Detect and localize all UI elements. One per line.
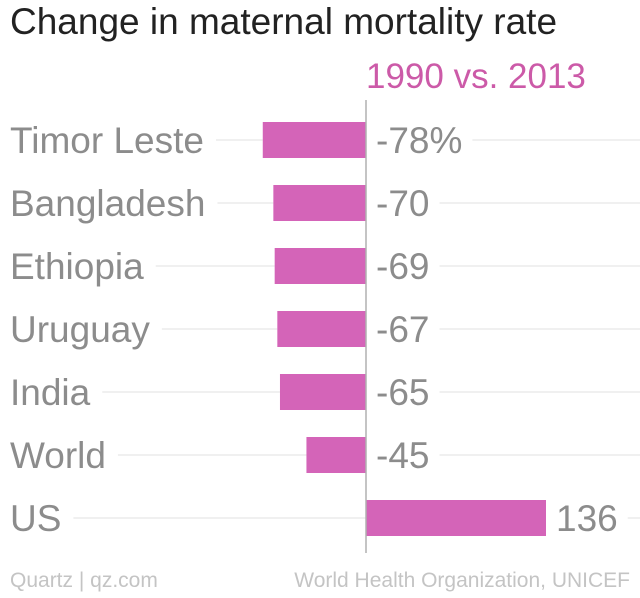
labels: Timor Leste -78% Bangladesh -70 Ethiopia -69 U… <box>10 120 618 539</box>
bar-uruguay <box>277 311 366 347</box>
bar-india <box>279 374 366 410</box>
bar-timor-leste <box>262 122 366 158</box>
value-label-india: -65 <box>376 372 429 413</box>
bar-chart: Timor Leste -78% Bangladesh -70 Ethiopia -69 U… <box>10 100 640 553</box>
category-label-ethiopia: Ethiopia <box>10 246 144 287</box>
value-label-ethiopia: -69 <box>376 246 429 287</box>
category-label-timor-leste: Timor Leste <box>10 120 204 161</box>
value-label-world: -45 <box>376 435 429 476</box>
chart-title: Change in maternal mortality rate <box>10 1 558 42</box>
bars <box>262 122 546 536</box>
bar-world <box>306 437 366 473</box>
bar-bangladesh <box>273 185 366 221</box>
bar-ethiopia <box>274 248 366 284</box>
category-label-bangladesh: Bangladesh <box>10 183 205 224</box>
value-label-timor-leste: -78% <box>376 120 462 161</box>
category-label-india: India <box>10 372 91 413</box>
value-label-bangladesh: -70 <box>376 183 429 224</box>
value-label-uruguay: -67 <box>376 309 429 350</box>
bar-us <box>366 500 546 536</box>
gridlines <box>73 139 640 519</box>
footer-source: World Health Organization, UNICEF <box>294 569 630 592</box>
category-label-us: US <box>10 498 61 539</box>
category-label-world: World <box>10 435 106 476</box>
chart-subtitle: 1990 vs. 2013 <box>366 57 586 96</box>
footer-credit: Quartz | qz.com <box>10 569 158 592</box>
value-label-us: 136 <box>556 498 618 539</box>
category-label-uruguay: Uruguay <box>10 309 150 350</box>
